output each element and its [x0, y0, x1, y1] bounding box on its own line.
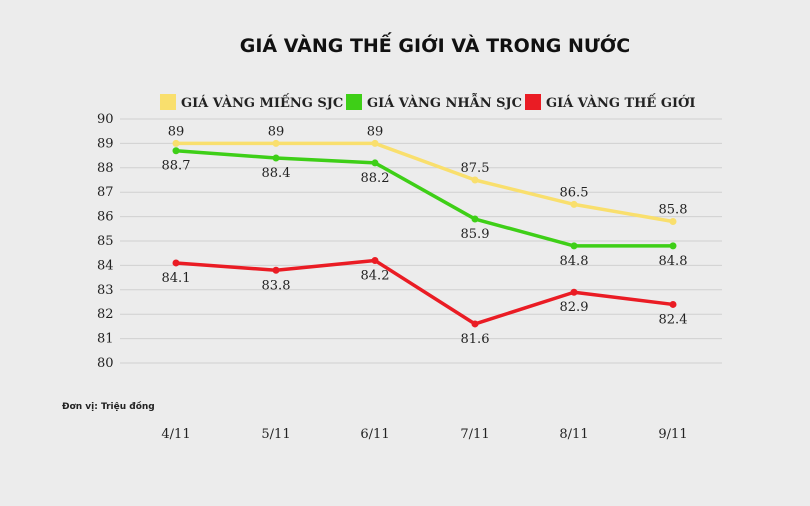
data-label: 85.9: [461, 227, 490, 242]
series-gia-vang-mieng-sjc: 89 89 89 87.5 86.5 85.8: [168, 124, 688, 225]
y-tick-label: 90: [97, 112, 114, 127]
data-point: [669, 300, 677, 308]
series-line: [175, 258, 674, 326]
data-label: 84.1: [162, 271, 191, 286]
data-point: [172, 139, 180, 147]
data-point: [669, 217, 677, 225]
y-tick-label: 89: [97, 136, 114, 151]
y-tick-label: 83: [97, 283, 114, 298]
x-tick-label: 8/11: [559, 427, 588, 442]
data-point: [570, 200, 578, 208]
series-line: [175, 148, 673, 248]
x-axis: 4/11 5/11 6/11 7/11 8/11 9/11: [161, 427, 687, 442]
legend-swatch: [346, 94, 362, 110]
data-point: [272, 139, 280, 147]
series-gia-vang-the-gioi: 84.1 83.8 84.2 81.6 82.9 82.4: [162, 257, 688, 347]
legend-label: GIÁ VÀNG MIẾNG SJC: [181, 93, 343, 111]
x-tick-label: 7/11: [460, 427, 489, 442]
data-point: [371, 159, 379, 167]
legend: GIÁ VÀNG MIẾNG SJC GIÁ VÀNG NHẪN SJC GIÁ V…: [160, 93, 695, 111]
data-label: 83.8: [262, 278, 291, 293]
series-gia-vang-nhan-sjc: 88.7 88.4 88.2 85.9 84.8 84.8: [162, 147, 688, 269]
legend-swatch: [160, 94, 176, 110]
data-label: 84.8: [560, 254, 589, 269]
data-point: [570, 288, 578, 296]
data-label: 86.5: [560, 185, 589, 200]
unit-note: Đơn vị: Triệu đồng: [62, 401, 155, 412]
data-point: [371, 139, 379, 147]
data-point: [272, 266, 280, 274]
legend-item-gia-vang-the-gioi: GIÁ VÀNG THẾ GIỚI: [525, 93, 695, 111]
legend-label: GIÁ VÀNG THẾ GIỚI: [546, 93, 695, 111]
y-tick-label: 88: [97, 161, 114, 176]
y-tick-label: 84: [97, 258, 114, 273]
data-label: 89: [367, 124, 384, 139]
data-label: 81.6: [461, 332, 490, 347]
series-line: [176, 141, 674, 224]
x-tick-label: 4/11: [161, 427, 190, 442]
data-point: [172, 259, 180, 267]
data-label: 88.2: [361, 171, 390, 186]
legend-item-gia-vang-mieng-sjc: GIÁ VÀNG MIẾNG SJC: [160, 93, 343, 111]
legend-swatch: [525, 94, 541, 110]
data-label: 87.5: [461, 161, 490, 176]
data-point: [471, 320, 479, 328]
y-tick-label: 86: [97, 210, 114, 225]
data-point: [172, 147, 180, 155]
data-point: [471, 215, 479, 223]
data-label: 85.8: [659, 202, 688, 217]
chart-title: GIÁ VÀNG THẾ GIỚI VÀ TRONG NƯỚC: [240, 31, 631, 57]
y-tick-label: 81: [97, 332, 114, 347]
legend-item-gia-vang-nhan-sjc: GIÁ VÀNG NHẪN SJC: [346, 93, 522, 111]
data-label: 88.7: [162, 159, 191, 174]
y-tick-label: 87: [97, 185, 114, 200]
data-point: [371, 257, 379, 265]
x-tick-label: 5/11: [261, 427, 290, 442]
data-point: [669, 242, 677, 250]
data-label: 84.2: [361, 269, 390, 284]
gridlines: [120, 118, 722, 364]
data-point: [570, 242, 578, 250]
data-label: 84.8: [659, 254, 688, 269]
y-tick-label: 85: [97, 234, 114, 249]
y-axis: 80 81 82 83 84 85 86 87 88 89 90: [97, 112, 114, 371]
data-point: [272, 154, 280, 162]
y-tick-label: 80: [97, 356, 114, 371]
data-label: 82.4: [659, 312, 688, 327]
data-point: [471, 176, 479, 184]
x-tick-label: 6/11: [360, 427, 389, 442]
data-label: 88.4: [262, 166, 291, 181]
data-label: 82.9: [560, 300, 589, 315]
y-tick-label: 82: [97, 307, 114, 322]
x-tick-label: 9/11: [658, 427, 687, 442]
data-label: 89: [168, 124, 185, 139]
legend-label: GIÁ VÀNG NHẪN SJC: [367, 93, 522, 111]
data-label: 89: [268, 124, 285, 139]
